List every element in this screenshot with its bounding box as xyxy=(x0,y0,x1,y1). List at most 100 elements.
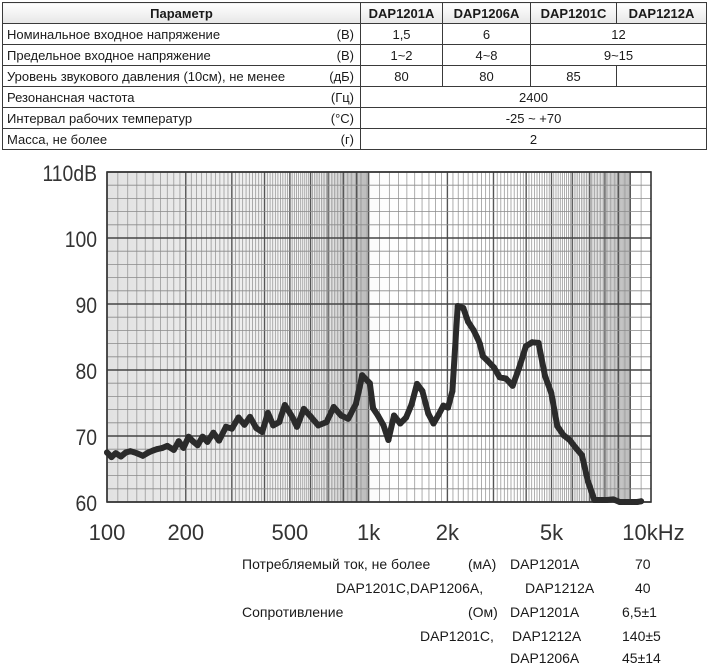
data-point xyxy=(474,334,481,341)
data-point xyxy=(440,402,447,409)
spec-table: Параметр DAP1201A DAP1206A DAP1201C DAP1… xyxy=(1,2,708,150)
data-point xyxy=(247,413,253,420)
data-point xyxy=(353,400,359,407)
x-tick-label: 1k xyxy=(357,520,381,545)
frequency-response-chart: 110dB 100 90 80 70 60 100 200 500 1k 2k 5k 10kHz xyxy=(42,162,684,545)
row-label: Предельное входное напряжение xyxy=(2,44,321,66)
data-point xyxy=(554,423,561,430)
data-point xyxy=(359,372,366,379)
data-point xyxy=(127,448,134,455)
data-point xyxy=(286,409,293,416)
data-point xyxy=(542,372,548,379)
data-point xyxy=(189,438,196,445)
data-point xyxy=(139,452,146,459)
plot-border xyxy=(106,171,652,503)
row-label: Интервал рабочих температур xyxy=(2,107,321,129)
y-tick-label: 70 xyxy=(75,426,97,450)
spec-row: Интервал рабочих температур (°С) -25 ~ +… xyxy=(2,107,708,129)
resistance-label: Сопротивление xyxy=(242,604,344,620)
header-model-1: DAP1201A xyxy=(360,2,444,24)
spec-header-row: Параметр DAP1201A DAP1206A DAP1201C DAP1… xyxy=(1,2,708,24)
resistance-model: DAP1206A xyxy=(510,650,580,666)
resistance-value: 45±14 xyxy=(622,650,661,666)
header-parameter: Параметр xyxy=(1,2,362,24)
current-value: 40 xyxy=(635,580,651,596)
data-point xyxy=(496,374,503,381)
data-point xyxy=(597,497,604,503)
data-point xyxy=(170,446,177,453)
data-point xyxy=(210,429,217,436)
row-unit: (Гц) xyxy=(320,86,362,108)
current-model: DAP1212A xyxy=(525,580,595,596)
row-label: Масса, не более xyxy=(2,128,321,150)
data-point xyxy=(194,442,201,449)
data-point xyxy=(199,433,206,440)
data-point xyxy=(408,401,415,408)
data-point xyxy=(264,409,271,416)
data-point xyxy=(374,412,381,419)
data-point xyxy=(560,432,567,439)
data-point xyxy=(397,420,404,427)
data-point xyxy=(323,419,330,426)
data-point xyxy=(117,453,124,460)
current-label: Потребляемый ток, не более xyxy=(242,556,431,572)
data-point xyxy=(108,454,115,461)
resistance-unit: (Ом) xyxy=(468,604,498,620)
spec-row: Масса, не более (г) 2 xyxy=(2,128,708,150)
data-point xyxy=(454,303,461,309)
data-point xyxy=(216,437,222,444)
data-point xyxy=(470,327,477,334)
row-value: 9~15 xyxy=(530,44,708,66)
data-point xyxy=(315,422,322,429)
data-point xyxy=(253,425,260,432)
row-value: 80 xyxy=(442,65,532,87)
header-model-2: DAP1206A xyxy=(442,2,532,24)
data-point xyxy=(572,444,579,451)
row-value: 2 xyxy=(360,128,708,150)
spec-row: Предельное входное напряжение (В) 1~2 4~… xyxy=(2,44,708,66)
x-tick-label: 200 xyxy=(167,520,204,545)
data-point xyxy=(509,382,516,389)
row-unit: (В) xyxy=(320,44,362,66)
spec-row: Уровень звукового давления (10см), не ме… xyxy=(2,65,708,87)
row-value xyxy=(616,65,708,87)
row-label: Уровень звукового давления (10см), не ме… xyxy=(2,65,321,87)
resistance-value: 6,5±1 xyxy=(622,604,657,620)
data-point xyxy=(345,415,352,422)
row-label: Резонансная частота xyxy=(2,86,321,108)
data-point xyxy=(289,414,296,421)
row-unit: (дБ) xyxy=(320,65,362,87)
y-tick-label: 80 xyxy=(75,360,97,384)
data-point xyxy=(133,450,140,457)
data-point xyxy=(153,446,160,453)
data-point xyxy=(330,404,337,410)
data-point xyxy=(293,423,300,430)
row-value: 1~2 xyxy=(360,44,444,66)
data-point xyxy=(380,422,387,429)
row-value: 2400 xyxy=(360,86,708,108)
current-models: DAP1201C,DAP1206A, xyxy=(336,580,484,596)
data-point xyxy=(175,438,182,445)
resistance-value: 140±5 xyxy=(622,628,661,644)
data-point xyxy=(465,318,472,325)
chart-grid xyxy=(106,171,652,503)
x-tick-label: 500 xyxy=(272,520,309,545)
data-point xyxy=(164,442,171,449)
row-value: 6 xyxy=(442,23,532,45)
row-unit: (°С) xyxy=(320,107,362,129)
y-tick-label: 100 xyxy=(65,228,97,252)
data-point xyxy=(430,420,437,427)
current-unit: (мА) xyxy=(468,556,497,572)
data-point xyxy=(223,423,229,430)
x-tick-label: 5k xyxy=(540,520,564,545)
x-tick-label: 2k xyxy=(436,520,460,545)
data-point xyxy=(204,438,211,445)
data-point xyxy=(270,422,277,429)
data-point xyxy=(435,411,442,418)
data-point xyxy=(578,452,585,459)
y-tick-label: 110dB xyxy=(42,162,97,186)
data-point xyxy=(281,402,288,408)
data-point xyxy=(591,497,598,503)
data-point xyxy=(259,429,266,435)
data-point xyxy=(479,353,486,360)
